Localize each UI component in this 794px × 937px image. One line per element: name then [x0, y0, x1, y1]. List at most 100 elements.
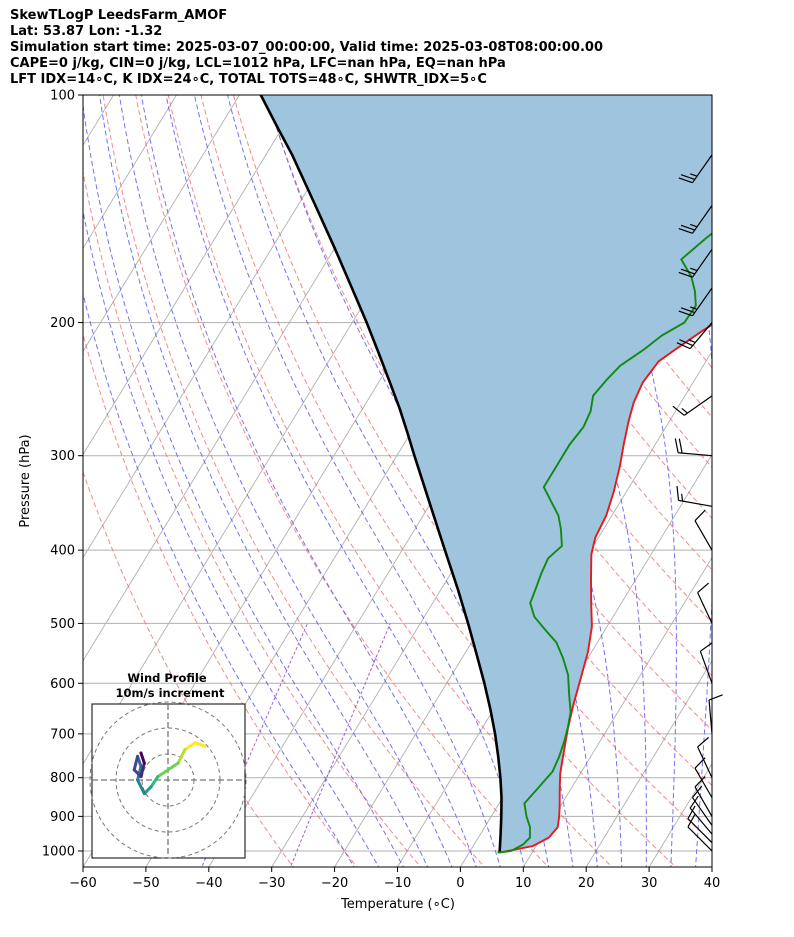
x-tick-label: 20 — [578, 876, 595, 891]
x-tick-label: −30 — [258, 876, 285, 891]
wind-barb-flag — [680, 268, 695, 275]
hodograph-inset: Wind Profile 10m/s increment — [89, 671, 247, 859]
moist-adiabat — [165, 95, 501, 867]
wind-barb — [674, 438, 713, 457]
simulation-times: Simulation start time: 2025-03-07_00:00:… — [10, 40, 603, 55]
wind-barb-flag — [678, 228, 693, 234]
wind-barb — [676, 322, 713, 350]
wind-barb-shaft — [687, 826, 713, 852]
profile-lines — [259, 95, 712, 854]
wind-barb-flag — [708, 694, 723, 701]
hodograph-subtitle: 10m/s increment — [116, 686, 225, 700]
x-tick-label: 10 — [515, 876, 532, 891]
wind-barb-flag — [678, 310, 693, 317]
wind-barb-flag — [700, 642, 713, 652]
wind-barb-half-flag — [681, 407, 688, 414]
moist-adiabat — [83, 102, 404, 867]
hodograph-segment — [166, 761, 180, 772]
wind-barb-flag — [694, 776, 706, 788]
wind-barb — [678, 154, 713, 184]
wind-barb-shaft — [708, 699, 713, 734]
wind-barb-flag — [676, 485, 680, 501]
wind-barb-flag — [692, 785, 703, 798]
wind-barb — [692, 785, 713, 826]
wind-barb-flag — [697, 582, 710, 594]
y-tick-label: 500 — [50, 617, 75, 632]
moist-adiabat — [118, 95, 453, 867]
wind-barb-shaft — [692, 797, 713, 826]
station-coordinates: Lat: 53.87 Lon: -1.32 — [10, 24, 163, 39]
y-tick-label: 1000 — [42, 844, 75, 859]
dry-adiabat — [83, 169, 422, 867]
wind-barb-shaft — [678, 452, 713, 457]
wind-barb-shaft — [689, 807, 713, 835]
wind-barb-shaft — [692, 205, 713, 234]
dry-adiabat — [711, 78, 794, 870]
hodograph-title: Wind Profile — [127, 671, 207, 685]
wind-barb-shaft — [694, 767, 713, 798]
wind-barb-half-flag — [690, 223, 698, 228]
hodograph-segment — [136, 778, 146, 796]
wind-barb — [687, 805, 713, 844]
hodograph-segment — [193, 741, 207, 748]
hodograph-segment — [156, 768, 170, 779]
moist-adiabat — [140, 95, 477, 867]
temperature-line — [499, 323, 712, 854]
wind-barb-flag — [678, 177, 693, 184]
isotherm — [83, 95, 366, 559]
wind-barb-shaft — [694, 786, 713, 817]
wind-barb-flag — [680, 224, 695, 231]
wind-barb — [697, 582, 713, 624]
hodograph-segment — [132, 754, 140, 772]
wind-barb-flag — [678, 271, 693, 278]
wind-barb-half-flag — [688, 338, 696, 344]
wind-barb-flag — [674, 438, 679, 453]
wind-barb-shaft — [699, 651, 713, 684]
parcel-shading — [260, 95, 712, 853]
wind-barb-flag — [697, 736, 710, 748]
wind-barb-shaft — [689, 322, 713, 350]
wind-barb-flag — [672, 405, 685, 416]
wind-barb — [689, 795, 713, 835]
x-axis-label: Temperature (∘C) — [340, 897, 455, 912]
chart-header: SkewTLogP LeedsFarm_AMOF Lat: 53.87 Lon:… — [10, 8, 790, 88]
wind-barb-flag — [694, 509, 706, 522]
hodograph-content — [89, 701, 247, 859]
wind-barb — [678, 248, 713, 278]
wind-barb-half-flag — [690, 306, 698, 310]
isotherm — [397, 350, 712, 867]
x-tick-label: −60 — [69, 876, 96, 891]
wind-barb-half-flag — [690, 173, 698, 177]
moist-adiabat — [227, 95, 550, 867]
y-tick-label: 800 — [50, 771, 75, 786]
parcel-line — [259, 95, 503, 853]
wind-barb — [699, 642, 713, 684]
wind-barbs — [672, 154, 723, 852]
isotherm — [711, 866, 712, 867]
wind-barb-shaft — [692, 154, 713, 184]
y-tick-label: 100 — [50, 89, 75, 104]
isotherm — [522, 556, 712, 867]
wind-barb-shaft — [694, 520, 713, 551]
wind-barb — [672, 395, 713, 416]
x-tick-label: −10 — [384, 876, 411, 891]
wind-barb-shaft — [697, 592, 713, 624]
y-tick-label: 400 — [50, 544, 75, 559]
hodograph-segment — [139, 761, 146, 779]
parcel-area — [260, 95, 712, 853]
wind-barb — [708, 694, 723, 734]
wind-barb-shaft — [697, 746, 713, 778]
x-tick-label: −20 — [321, 876, 348, 891]
wind-barb-shaft — [692, 248, 713, 278]
wind-barb-half-flag — [690, 267, 698, 272]
x-tick-label: −50 — [132, 876, 159, 891]
wind-barb-shaft — [692, 287, 713, 317]
wind-barb — [678, 205, 713, 234]
wind-barb-flag — [687, 813, 696, 828]
hodograph-segment — [139, 751, 146, 765]
dry-adiabat — [743, 78, 794, 870]
wind-barb-flag — [680, 174, 695, 181]
hodograph-segment — [142, 785, 153, 796]
isotherm — [585, 659, 712, 867]
moist-adiabat — [99, 95, 429, 867]
